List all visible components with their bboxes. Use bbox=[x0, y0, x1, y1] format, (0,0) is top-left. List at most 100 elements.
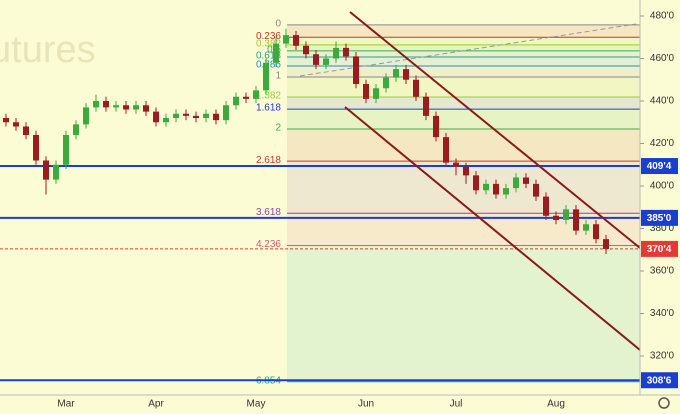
fib-zone bbox=[287, 65, 640, 77]
fib-zone bbox=[287, 50, 640, 58]
candle-body bbox=[373, 88, 379, 99]
fib-label: 0.382 bbox=[256, 39, 281, 50]
candle-body bbox=[493, 183, 499, 195]
candle-body bbox=[263, 62, 269, 91]
candle-body bbox=[153, 111, 159, 123]
price-tag bbox=[641, 158, 678, 175]
candle-body bbox=[283, 35, 289, 44]
price-tag bbox=[641, 209, 678, 226]
candle-body bbox=[273, 43, 279, 63]
candle-body bbox=[193, 115, 199, 119]
candle-body bbox=[463, 166, 469, 176]
x-tick-label: May bbox=[247, 399, 266, 410]
candle-body bbox=[183, 113, 189, 116]
candle-body bbox=[93, 101, 99, 108]
fib-label: 1.618 bbox=[256, 103, 281, 114]
price-tag bbox=[641, 240, 678, 257]
candle-body bbox=[523, 177, 529, 184]
candle-body bbox=[423, 96, 429, 116]
candle-body bbox=[543, 196, 549, 216]
candle-body bbox=[593, 224, 599, 240]
fib-zone bbox=[287, 129, 640, 162]
candle-body bbox=[413, 79, 419, 97]
candle-body bbox=[313, 54, 319, 65]
candle-body bbox=[253, 90, 259, 99]
candle-body bbox=[583, 224, 589, 231]
fib-label: 2.618 bbox=[256, 155, 281, 166]
fib-zone bbox=[287, 37, 640, 45]
candle-body bbox=[3, 118, 9, 123]
candle-body bbox=[13, 122, 19, 127]
candle-body bbox=[163, 118, 169, 123]
candle-body bbox=[433, 115, 439, 138]
watermark: utures bbox=[0, 29, 96, 71]
candle-body bbox=[453, 162, 459, 167]
candle-body bbox=[563, 209, 569, 221]
candle-body bbox=[553, 215, 559, 221]
settings-icon[interactable] bbox=[658, 397, 670, 409]
candle-body bbox=[303, 45, 309, 55]
fib-label: 0 bbox=[275, 19, 281, 30]
fib-zone bbox=[287, 245, 640, 382]
candle-body bbox=[83, 107, 89, 125]
y-tick-label: 420'0 bbox=[650, 138, 675, 149]
x-tick-label: Mar bbox=[57, 399, 75, 410]
fib-label: 0.236 bbox=[256, 31, 281, 42]
y-tick-label: 380'0 bbox=[650, 223, 675, 234]
candle-body bbox=[143, 105, 149, 112]
candle-body bbox=[503, 188, 509, 195]
candle-body bbox=[473, 175, 479, 191]
candle-body bbox=[113, 105, 119, 108]
x-tick-label: Jul bbox=[450, 399, 463, 410]
fib-label: 1.382 bbox=[256, 91, 281, 102]
candle-body bbox=[443, 137, 449, 163]
fib-zone bbox=[287, 24, 640, 38]
candle-body bbox=[243, 96, 249, 99]
candle-body bbox=[223, 105, 229, 121]
time-axis bbox=[0, 395, 680, 414]
candle-body bbox=[293, 35, 299, 46]
price-tag-label: 370'4 bbox=[647, 244, 672, 255]
price-tag-label: 385'0 bbox=[647, 213, 672, 224]
y-tick-label: 440'0 bbox=[650, 96, 675, 107]
candle-body bbox=[173, 113, 179, 119]
candle-body bbox=[393, 69, 399, 78]
candle-body bbox=[573, 209, 579, 231]
candle-body bbox=[383, 77, 389, 89]
fib-zone bbox=[287, 96, 640, 110]
candle-body bbox=[53, 164, 59, 180]
candle-body bbox=[23, 126, 29, 136]
y-tick-label: 340'0 bbox=[650, 308, 675, 319]
fib-zone bbox=[287, 109, 640, 130]
candle-body bbox=[133, 105, 139, 110]
y-tick-label: 480'0 bbox=[650, 11, 675, 22]
candle-body bbox=[73, 124, 79, 136]
channel-lower bbox=[344, 106, 641, 351]
candle-body bbox=[123, 105, 129, 110]
candle-body bbox=[103, 101, 109, 108]
fib-label: 2 bbox=[275, 123, 281, 134]
fib-label: 1 bbox=[275, 71, 281, 82]
candle-body bbox=[343, 47, 349, 57]
candle-body bbox=[403, 69, 409, 80]
price-axis bbox=[640, 0, 680, 414]
candle-body bbox=[483, 183, 489, 191]
y-tick-label: 400'0 bbox=[650, 181, 675, 192]
price-tag bbox=[641, 372, 678, 389]
x-tick-label: Jun bbox=[358, 399, 374, 410]
candle-body bbox=[203, 113, 209, 119]
fib-label: 3.618 bbox=[256, 207, 281, 218]
price-tag-label: 409'4 bbox=[647, 161, 672, 172]
candle-body bbox=[43, 160, 49, 180]
candle-body bbox=[533, 183, 539, 197]
fib-zone bbox=[287, 76, 640, 97]
y-tick-label: 360'0 bbox=[650, 266, 675, 277]
fib-zone bbox=[287, 44, 640, 51]
candle-body bbox=[603, 239, 609, 249]
fib-zone bbox=[287, 57, 640, 66]
fib-label: 4.236 bbox=[256, 239, 281, 250]
candle-body bbox=[333, 47, 339, 59]
x-tick-label: Apr bbox=[148, 399, 164, 410]
